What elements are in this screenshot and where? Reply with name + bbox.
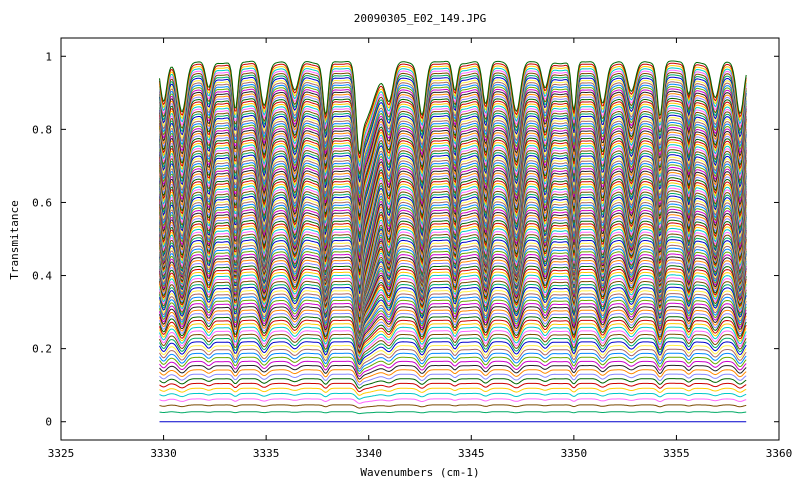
x-tick-label: 3355: [663, 447, 690, 460]
spectrum-series-line: [159, 299, 747, 346]
x-axis: 3325 3330 3335 3340 3345 3350 3355 3360: [48, 38, 793, 460]
x-tick-label: 3360: [766, 447, 793, 460]
spectrum-series-line: [159, 333, 747, 362]
spectrum-series-line: [159, 352, 747, 373]
spectrum-series-line: [159, 309, 747, 350]
spectrum-series-line: [159, 323, 747, 356]
spectrum-series-line: [159, 330, 747, 360]
spectrum-series-line: [159, 337, 747, 364]
spectrum-series-line: [159, 398, 747, 404]
x-tick-label: 3350: [561, 447, 588, 460]
y-tick-label: 1: [45, 50, 52, 63]
x-axis-label: Wavenumbers (cm-1): [360, 466, 479, 479]
spectrum-series-line: [159, 344, 747, 368]
x-tick-label: 3335: [253, 447, 280, 460]
spectrum-series-line: [159, 326, 747, 358]
spectrum-series-line: [159, 277, 747, 339]
spectrum-series-line: [159, 302, 747, 348]
x-tick-label: 3325: [48, 447, 75, 460]
spectrum-series-line: [159, 306, 747, 349]
spectrum-series-line: [159, 360, 747, 378]
y-tick-label: 0.6: [32, 196, 52, 209]
y-tick-label: 0.4: [32, 270, 52, 283]
spectrum-series-line: [159, 286, 747, 342]
spectrum-series-line: [159, 364, 747, 380]
spectrum-series-line: [159, 404, 747, 409]
x-tick-label: 3345: [458, 447, 485, 460]
spectrum-series-line: [159, 387, 747, 396]
y-tick-label: 0.2: [32, 343, 52, 356]
spectrum-series-line: [159, 274, 747, 339]
x-tick-label: 3330: [150, 447, 177, 460]
plot-frame: [60, 37, 780, 441]
x-tick-label: 3340: [355, 447, 382, 460]
spectrum-series-line: [159, 60, 747, 155]
spectrum-series-line: [159, 348, 747, 370]
y-tick-label: 0.8: [32, 123, 52, 136]
chart-title: 20090305_E02_149.JPG: [354, 12, 486, 25]
spectrum-series-line: [159, 411, 747, 415]
spectrum-series-line: [159, 316, 747, 353]
spectrum-series-line: [159, 341, 747, 366]
spectrum-series-line: [159, 262, 747, 336]
spectrum-series-line: [159, 392, 747, 400]
spectrum-series-line: [159, 319, 747, 355]
spectrum-series-line: [159, 378, 747, 389]
spectrum-series-line: [159, 268, 747, 337]
spectrum-series-line: [159, 369, 747, 383]
spectrum-series-line: [159, 283, 747, 341]
y-axis-label: Transmitance: [8, 200, 21, 279]
spectrum-series-line: [159, 289, 747, 343]
series-layer: [159, 60, 747, 423]
y-tick-label: 0: [45, 416, 52, 429]
spectrum-series-line: [159, 296, 747, 345]
y-axis: 0 0.2 0.4 0.6 0.8 1: [32, 50, 779, 429]
spectrum-series-line: [159, 312, 747, 352]
spectrum-series-line: [159, 373, 747, 386]
spectrum-series-line: [159, 293, 747, 344]
spectrum-series-line: [159, 265, 747, 337]
spectrum-series-line: [159, 280, 747, 340]
spectrum-series-line: [159, 356, 747, 375]
spectrum-series-line: [159, 271, 747, 338]
spectrum-series-line: [159, 382, 747, 393]
